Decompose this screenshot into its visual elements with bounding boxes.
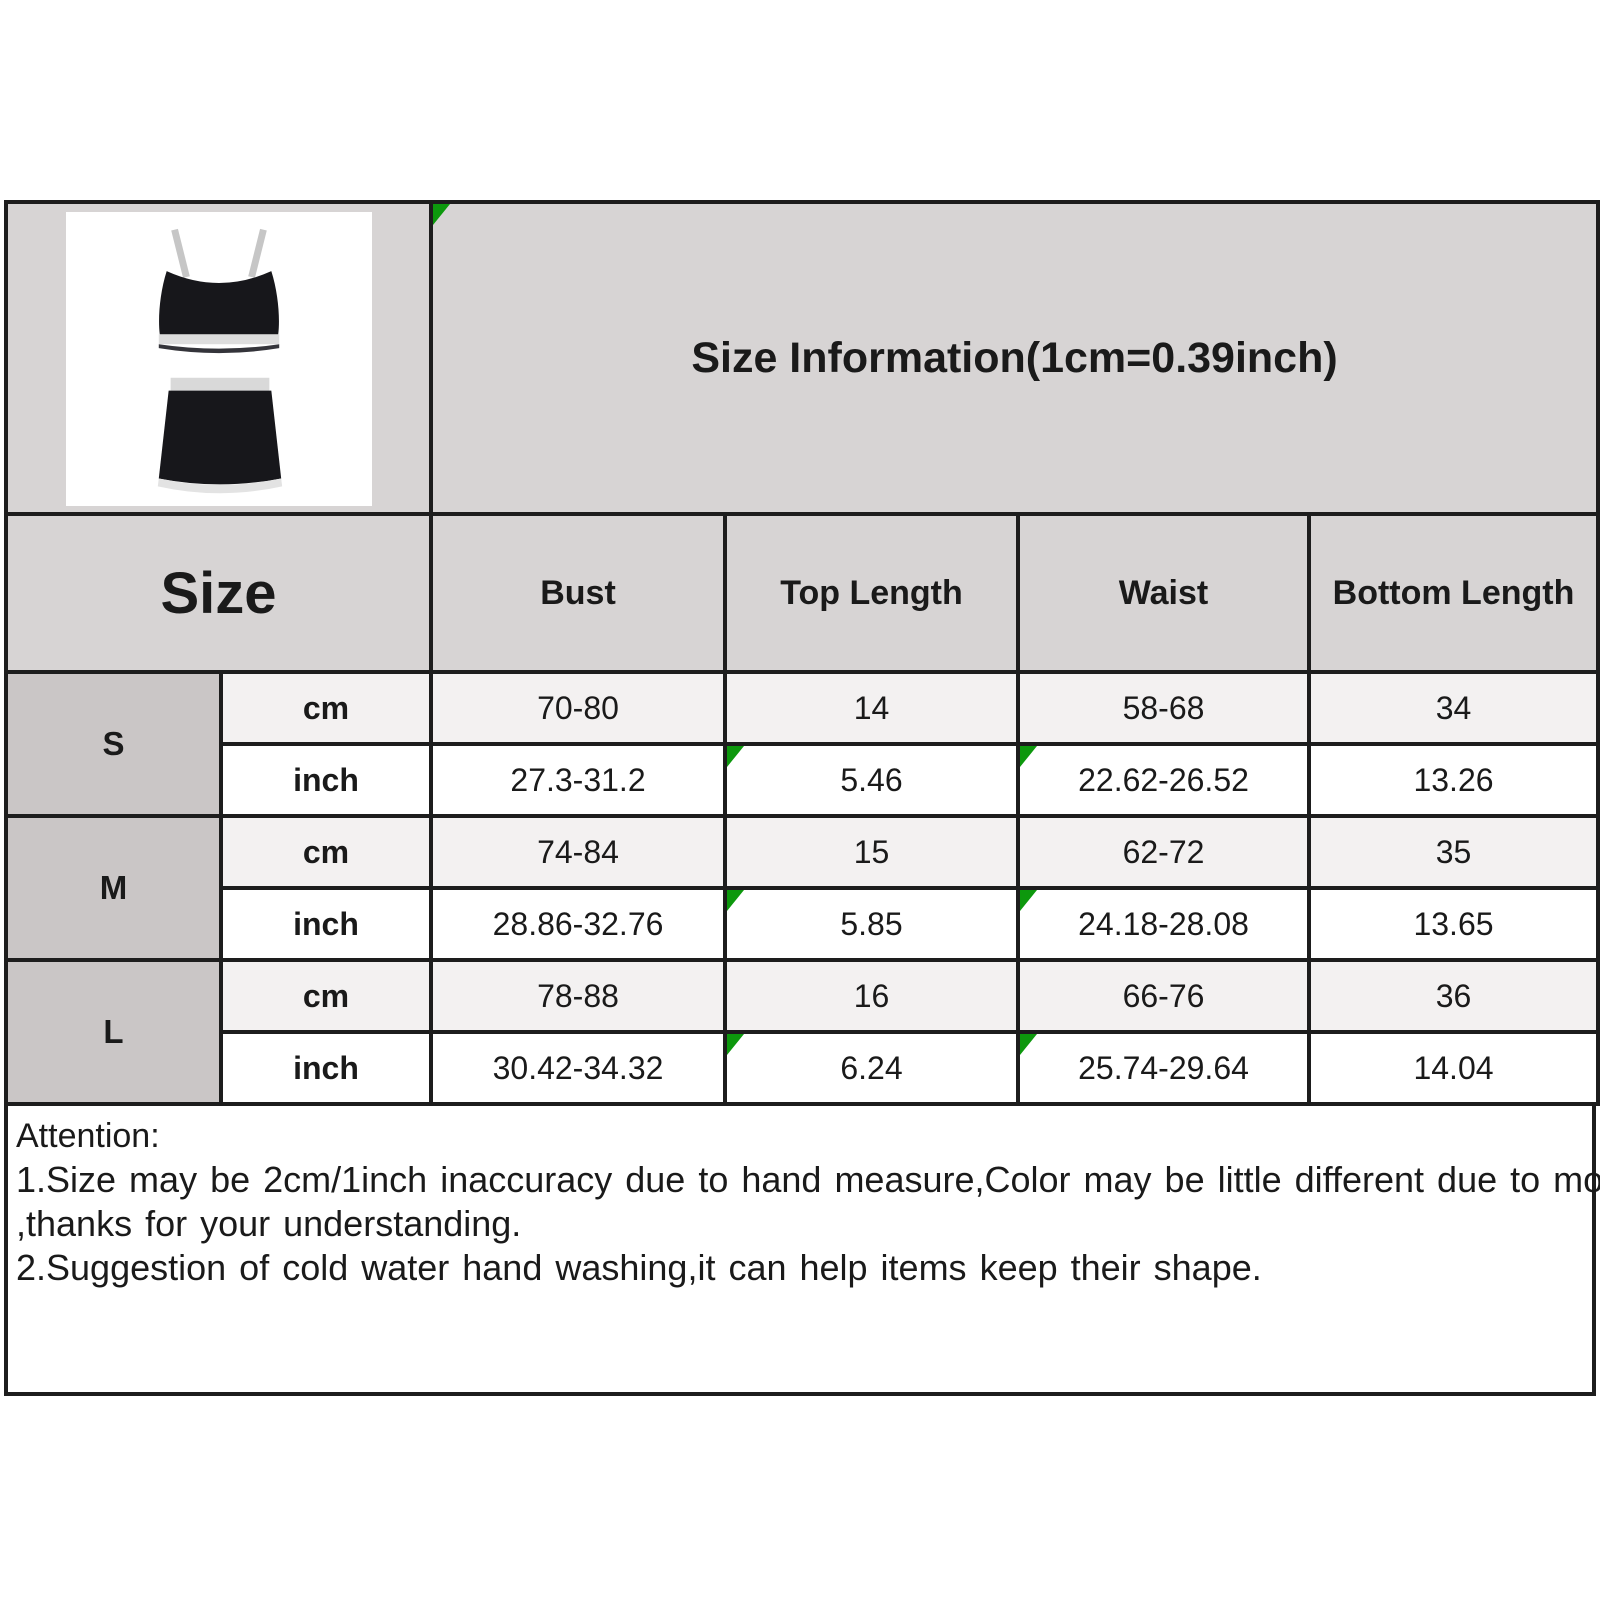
column-header-bottom-length: Bottom Length	[1307, 512, 1600, 674]
value-cell: 14	[723, 670, 1020, 746]
column-header-bust: Bust	[429, 512, 727, 674]
value-text: 22.62-26.52	[1078, 761, 1249, 798]
size-label-s: S	[4, 670, 223, 818]
green-corner-marker-icon	[729, 892, 744, 911]
value-cell: 62-72	[1016, 814, 1311, 890]
title-row: Size Information(1cm=0.39inch)	[4, 200, 1600, 516]
unit-cell: inch	[219, 742, 433, 818]
table-row-s-cm: S cm 70-80 14 58-68 34	[4, 670, 1600, 818]
value-cell: 70-80	[429, 670, 727, 746]
two-piece-outfit-image	[66, 213, 372, 505]
value-cell: 34	[1307, 670, 1600, 746]
value-cell: 24.18-28.08	[1016, 886, 1311, 962]
unit-cell: inch	[219, 886, 433, 962]
unit-cell: cm	[219, 814, 433, 890]
attention-line-1: 1.Size may be 2cm/1inch inaccuracy due t…	[16, 1159, 1600, 1200]
column-header-size: Size	[4, 512, 433, 674]
value-text: 25.74-29.64	[1078, 1049, 1249, 1086]
size-label-l: L	[4, 958, 223, 1106]
page-title: Size Information(1cm=0.39inch)	[691, 333, 1338, 382]
attention-line-3: 2.Suggestion of cold water hand washing,…	[16, 1247, 1262, 1288]
green-corner-marker-icon	[729, 1036, 744, 1055]
size-chart-sheet: Size Information(1cm=0.39inch) Size Bust…	[4, 200, 1600, 1396]
value-cell: 36	[1307, 958, 1600, 1034]
unit-cell: cm	[219, 670, 433, 746]
value-text: 24.18-28.08	[1078, 905, 1249, 942]
table-row-m-cm: M cm 74-84 15 62-72 35	[4, 814, 1600, 962]
size-information-table: Size Information(1cm=0.39inch) Size Bust…	[4, 200, 1600, 1106]
value-text: 6.24	[840, 1049, 903, 1086]
green-corner-marker-icon	[1022, 1036, 1037, 1055]
column-header-waist: Waist	[1016, 512, 1311, 674]
value-cell: 6.24	[723, 1030, 1020, 1106]
table-row-l-inch: inch 30.42-34.32 6.24 25.74-29.64 14.04	[6, 1030, 1600, 1106]
header-row: Size Bust Top Length Waist Bottom Length	[4, 512, 1600, 674]
value-cell: 30.42-34.32	[429, 1030, 727, 1106]
value-cell: 78-88	[429, 958, 727, 1034]
value-cell: 28.86-32.76	[429, 886, 727, 962]
title-cell: Size Information(1cm=0.39inch)	[429, 200, 1600, 516]
value-cell: 25.74-29.64	[1016, 1030, 1311, 1106]
value-cell: 66-76	[1016, 958, 1311, 1034]
size-label-m: M	[4, 814, 223, 962]
green-corner-marker-icon	[1022, 892, 1037, 911]
value-cell: 13.26	[1307, 742, 1600, 818]
table-row-l-cm: L cm 78-88 16 66-76 36	[4, 958, 1600, 1106]
value-cell: 22.62-26.52	[1016, 742, 1311, 818]
column-header-top-length: Top Length	[723, 512, 1020, 674]
product-image-cell	[4, 200, 433, 516]
value-cell: 13.65	[1307, 886, 1600, 962]
value-text: 5.85	[840, 905, 903, 942]
attention-heading: Attention:	[16, 1117, 160, 1155]
value-text: 5.46	[840, 761, 903, 798]
value-cell: 15	[723, 814, 1020, 890]
product-photo	[66, 212, 372, 506]
table-row-m-inch: inch 28.86-32.76 5.85 24.18-28.08 13.65	[6, 886, 1600, 962]
value-cell: 27.3-31.2	[429, 742, 727, 818]
value-cell: 14.04	[1307, 1030, 1600, 1106]
attention-line-2: ,thanks for your understanding.	[16, 1203, 522, 1244]
value-cell: 5.85	[723, 886, 1020, 962]
green-corner-marker-icon	[435, 206, 450, 225]
value-cell: 5.46	[723, 742, 1020, 818]
green-corner-marker-icon	[1022, 748, 1037, 767]
value-cell: 58-68	[1016, 670, 1311, 746]
value-cell: 16	[723, 958, 1020, 1034]
value-cell: 74-84	[429, 814, 727, 890]
attention-note: Attention: 1.Size may be 2cm/1inch inacc…	[4, 1106, 1600, 1396]
table-row-s-inch: inch 27.3-31.2 5.46 22.62-26.52 13.26	[6, 742, 1600, 818]
unit-cell: cm	[219, 958, 433, 1034]
green-corner-marker-icon	[729, 748, 744, 767]
unit-cell: inch	[219, 1030, 433, 1106]
value-cell: 35	[1307, 814, 1600, 890]
